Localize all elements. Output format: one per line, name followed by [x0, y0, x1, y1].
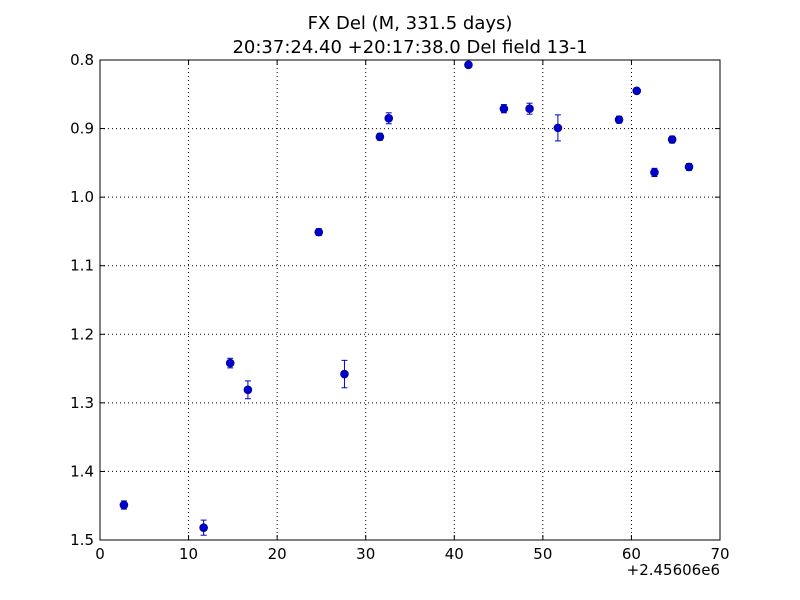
data-point	[553, 114, 563, 142]
data-point	[464, 60, 473, 70]
y-tick-label: 1.0	[70, 188, 94, 206]
data-point	[243, 380, 253, 400]
point-marker	[499, 104, 509, 113]
x-tick-label: 0	[95, 545, 105, 563]
point-marker	[375, 132, 385, 142]
point-marker	[225, 358, 235, 368]
grid	[100, 60, 720, 540]
y-tick-label: 0.9	[70, 120, 94, 138]
x-tick-label: 20	[268, 545, 287, 563]
x-tick-label: 50	[533, 545, 552, 563]
y-tick-label: 0.8	[70, 51, 94, 69]
point-marker	[464, 60, 473, 70]
data-point	[199, 519, 208, 536]
data-point	[225, 357, 235, 369]
axis-ticks	[99, 59, 721, 541]
x-tick-label: 60	[622, 545, 641, 563]
y-tick-label: 1.5	[70, 531, 94, 549]
point-marker	[384, 113, 394, 123]
chart-subtitle: 20:37:24.40 +20:17:38.0 Del field 13-1	[232, 37, 587, 58]
y-tick-label: 1.2	[70, 325, 94, 343]
tick-labels: 0 10 20 30 40 50 60 70 0.8 0.9 1.0 1.1 1.2 1.3 1.4 1.5	[70, 51, 729, 563]
point-marker	[684, 162, 694, 172]
y-tick-label: 1.3	[70, 394, 94, 412]
data-point	[314, 227, 324, 237]
point-marker	[614, 115, 624, 124]
x-tick-label: 40	[445, 545, 464, 563]
point-marker	[650, 168, 659, 177]
x-tick-label: 70	[710, 545, 729, 563]
data-point	[375, 132, 385, 142]
point-marker	[243, 385, 253, 395]
point-marker	[119, 500, 129, 510]
point-marker	[314, 227, 324, 237]
data-point	[340, 359, 349, 389]
point-marker	[199, 523, 208, 532]
data-point	[667, 135, 677, 144]
point-marker	[667, 135, 677, 144]
y-tick-label: 1.4	[70, 462, 94, 480]
point-marker	[525, 104, 534, 113]
point-marker	[340, 369, 349, 379]
data-point	[384, 112, 394, 125]
data-point	[684, 162, 694, 172]
y-tick-label: 1.1	[70, 257, 94, 275]
data-point	[525, 102, 534, 115]
chart-title: FX Del (M, 331.5 days)	[308, 13, 513, 34]
x-tick-label: 30	[356, 545, 375, 563]
data-point	[119, 500, 129, 510]
data-point	[650, 167, 659, 178]
data-point	[499, 104, 509, 114]
data-points	[119, 60, 694, 536]
x-offset-label: +2.45606e6	[627, 561, 720, 579]
point-marker	[632, 86, 642, 96]
data-point	[614, 115, 624, 124]
data-point	[632, 86, 642, 96]
plot-frame	[99, 59, 721, 541]
point-marker	[553, 123, 563, 133]
x-tick-label: 10	[179, 545, 198, 563]
